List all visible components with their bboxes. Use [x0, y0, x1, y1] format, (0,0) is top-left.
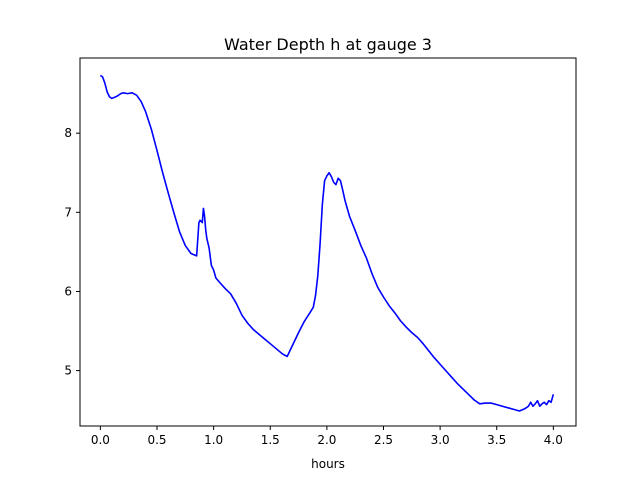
y-tick-label: 6 — [64, 284, 72, 298]
x-axis-label: hours — [311, 457, 345, 471]
y-tick-label: 7 — [64, 205, 72, 219]
x-tick-label: 0.0 — [91, 433, 110, 447]
axes-frame — [79, 57, 577, 427]
x-tick-label: 2.5 — [374, 433, 393, 447]
x-tick-label: 3.0 — [431, 433, 450, 447]
x-tick-label: 4.0 — [544, 433, 563, 447]
plot-area — [79, 57, 577, 427]
series-layer — [99, 74, 555, 412]
x-tick-label: 0.5 — [147, 433, 166, 447]
x-tick-label: 1.0 — [204, 433, 223, 447]
x-tick-label: 2.0 — [317, 433, 336, 447]
x-tick-label: 3.5 — [487, 433, 506, 447]
x-tick-label: 1.5 — [261, 433, 280, 447]
y-axis: 5 6 7 8 — [64, 126, 80, 378]
chart-title: Water Depth h at gauge 3 — [224, 35, 432, 54]
series-line-0 — [99, 74, 555, 412]
y-tick-label: 5 — [64, 364, 72, 378]
x-axis: 0.0 0.5 1.0 1.5 2.0 2.5 3.0 3.5 4.0 — [91, 426, 563, 447]
y-tick-label: 8 — [64, 126, 72, 140]
